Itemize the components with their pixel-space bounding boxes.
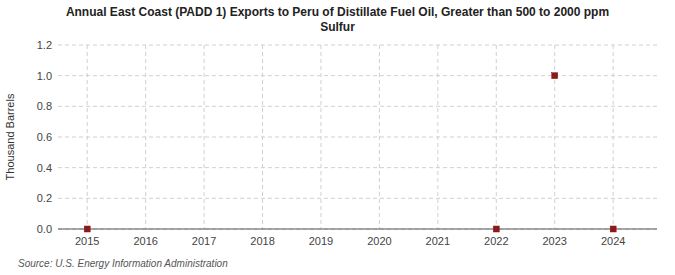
source: Source: U.S. Energy Information Administ… bbox=[18, 258, 228, 269]
title-line: Sulfur bbox=[320, 20, 355, 34]
x-axis-line bbox=[58, 229, 657, 230]
x-grid-line bbox=[437, 45, 438, 229]
y-tick-label: 1.0 bbox=[37, 70, 52, 82]
x-grid-line bbox=[87, 45, 88, 229]
y-grid-line bbox=[58, 198, 657, 199]
x-grid-line bbox=[496, 45, 497, 229]
grid bbox=[58, 45, 657, 229]
y-tick-label: 0.0 bbox=[37, 223, 52, 235]
x-tick-label: 2015 bbox=[75, 235, 99, 247]
point bbox=[493, 226, 499, 232]
x-tick-label: 2024 bbox=[601, 235, 625, 247]
y-tick-label: 0.8 bbox=[37, 100, 52, 112]
x-grid-line bbox=[379, 45, 380, 229]
y-grid-line bbox=[58, 75, 657, 76]
chart: Annual East Coast (PADD 1) Exports to Pe… bbox=[0, 0, 675, 275]
x-tick-label: 2018 bbox=[250, 235, 274, 247]
y-tick-label: 0.4 bbox=[37, 162, 52, 174]
x-tick-label: 2022 bbox=[484, 235, 508, 247]
x-tick-label: 2019 bbox=[309, 235, 333, 247]
x-tick-label: 2017 bbox=[192, 235, 216, 247]
y-grid-line bbox=[58, 45, 657, 46]
y-grid-line bbox=[58, 229, 657, 230]
x-grid-line bbox=[613, 45, 614, 229]
x-grid-line bbox=[262, 45, 263, 229]
title: Annual East Coast (PADD 1) Exports to Pe… bbox=[66, 5, 609, 34]
x-grid-line bbox=[204, 45, 205, 229]
title-line: Annual East Coast (PADD 1) Exports to Pe… bbox=[66, 5, 609, 19]
axes: 0.0 0.2 0.4 0.6 0.8 1.0 1.2 2015 2016 2017 2018 201… bbox=[37, 39, 657, 247]
y-tick-label: 0.6 bbox=[37, 131, 52, 143]
x-tick-label: 2021 bbox=[426, 235, 450, 247]
point bbox=[84, 226, 90, 232]
x-tick-label: 2023 bbox=[542, 235, 566, 247]
x-tick-label: 2016 bbox=[133, 235, 157, 247]
x-grid-line bbox=[145, 45, 146, 229]
y-grid-line bbox=[58, 137, 657, 138]
x-grid-line bbox=[320, 45, 321, 229]
y-tick-label: 0.2 bbox=[37, 192, 52, 204]
points bbox=[84, 73, 616, 232]
y-grid-line bbox=[58, 106, 657, 107]
point bbox=[610, 226, 616, 232]
point bbox=[552, 73, 558, 79]
x-tick-label: 2020 bbox=[367, 235, 391, 247]
y-grid-line bbox=[58, 167, 657, 168]
y-axis-label: Thousand Barrels bbox=[4, 93, 16, 180]
y-tick-label: 1.2 bbox=[37, 39, 52, 51]
